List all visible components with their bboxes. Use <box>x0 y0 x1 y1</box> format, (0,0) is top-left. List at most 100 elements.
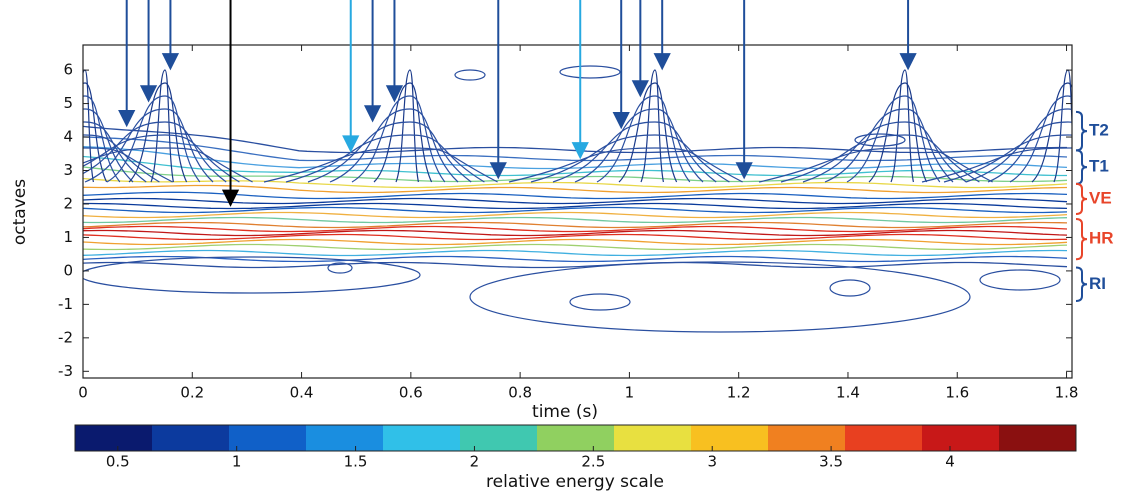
contour-line <box>83 146 1068 170</box>
contour-line <box>1053 69 1072 183</box>
colorbar-segment <box>922 425 1000 451</box>
contour-line <box>530 134 730 183</box>
colorbar-tick-label: 2.5 <box>581 453 605 471</box>
colorbar-segment <box>152 425 230 451</box>
arrow <box>489 0 507 180</box>
band-label: T1 <box>1089 157 1109 176</box>
contour-line <box>83 261 1068 269</box>
band-brace <box>1075 218 1088 261</box>
colorbar-tick-label: 3 <box>707 453 717 471</box>
contour-line <box>1031 82 1072 183</box>
y-tick-label: -3 <box>58 362 73 380</box>
contour-line <box>987 108 1072 183</box>
contour-line <box>1009 95 1072 183</box>
contour-line <box>83 211 1068 219</box>
colorbar-segment <box>460 425 538 451</box>
x-tick-label: 0.6 <box>399 384 423 402</box>
colorbar-label: relative energy scale <box>486 472 664 492</box>
x-tick-label: 1.4 <box>836 384 860 402</box>
colorbar-segment <box>306 425 384 451</box>
x-tick-label: 0.2 <box>180 384 204 402</box>
contour-line <box>83 233 1068 241</box>
contour-line <box>83 121 227 183</box>
arrow <box>631 0 649 98</box>
band-label: RI <box>1089 274 1106 293</box>
arrow <box>118 0 136 128</box>
contour-line <box>83 249 1068 257</box>
contour-line <box>552 121 717 183</box>
contour-line <box>83 134 240 183</box>
colorbar-segment <box>691 425 769 451</box>
arrow <box>571 0 589 160</box>
colorbar-segment <box>383 425 461 451</box>
contour-line <box>83 216 1068 224</box>
y-tick-label: -1 <box>58 295 73 313</box>
contour-line <box>780 134 980 183</box>
contour-line <box>83 191 1068 200</box>
x-tick-label: 0 <box>78 384 88 402</box>
colorbar-tick-label: 0.5 <box>106 453 130 471</box>
band-label: T2 <box>1089 121 1109 140</box>
colorbar-segment <box>999 425 1077 451</box>
contour-line <box>83 197 1068 205</box>
colorbar-tick-label: 1 <box>232 453 242 471</box>
band-brace <box>1075 266 1088 303</box>
contour-line <box>373 82 433 183</box>
contour-line <box>83 225 1068 233</box>
contour-line <box>83 177 1068 189</box>
colorbar-segment <box>614 425 692 451</box>
y-tick-label: -2 <box>58 328 73 346</box>
contour-line <box>83 255 1068 263</box>
band-brace <box>1075 182 1088 216</box>
contour-line <box>618 82 678 183</box>
contour-line <box>83 184 1068 194</box>
contour-line <box>979 269 1061 291</box>
contour-line <box>83 238 1068 246</box>
x-axis-label: time (s) <box>532 402 598 422</box>
x-tick-label: 0.8 <box>508 384 532 402</box>
contour-line <box>83 147 253 183</box>
contour-line <box>327 262 353 274</box>
contour-line <box>508 147 743 183</box>
contour-line <box>83 69 94 183</box>
arrow <box>161 0 180 71</box>
contour-line <box>83 202 1068 210</box>
colorbar-segment <box>537 425 615 451</box>
contour-line <box>83 229 1068 237</box>
contour-line <box>921 147 1072 183</box>
contour-line <box>559 65 621 79</box>
contour-line <box>263 147 498 183</box>
contour-line <box>454 69 486 81</box>
band-label: VE <box>1089 188 1112 207</box>
contour-line <box>829 279 871 297</box>
contour-line <box>758 147 993 183</box>
band-brace <box>1075 110 1088 152</box>
contour-line <box>83 206 1068 214</box>
y-tick-label: 0 <box>63 261 73 279</box>
colorbar-tick-label: 4 <box>945 453 955 471</box>
x-tick-label: 1 <box>625 384 635 402</box>
x-tick-label: 0.4 <box>290 384 314 402</box>
contour-line <box>868 82 928 183</box>
contour-line <box>307 121 472 183</box>
y-tick-label: 2 <box>63 194 73 212</box>
arrow <box>363 0 382 123</box>
colorbar-segment <box>768 425 846 451</box>
contour-line <box>83 221 1068 229</box>
band-label: HR <box>1089 229 1114 248</box>
colorbar-frame <box>74 424 1077 452</box>
x-tick-label: 1.2 <box>727 384 751 402</box>
y-tick-label: 1 <box>63 228 73 246</box>
contour-line <box>83 82 108 183</box>
colorbar-tick-label: 1.5 <box>344 453 368 471</box>
colorbar-segment <box>845 425 923 451</box>
y-tick-label: 5 <box>63 94 73 112</box>
arrow <box>221 0 240 207</box>
contour-line <box>965 121 1072 183</box>
contour-line <box>83 256 421 294</box>
contour-line <box>854 133 906 147</box>
arrow <box>899 0 917 71</box>
x-tick-label: 1.8 <box>1055 384 1079 402</box>
